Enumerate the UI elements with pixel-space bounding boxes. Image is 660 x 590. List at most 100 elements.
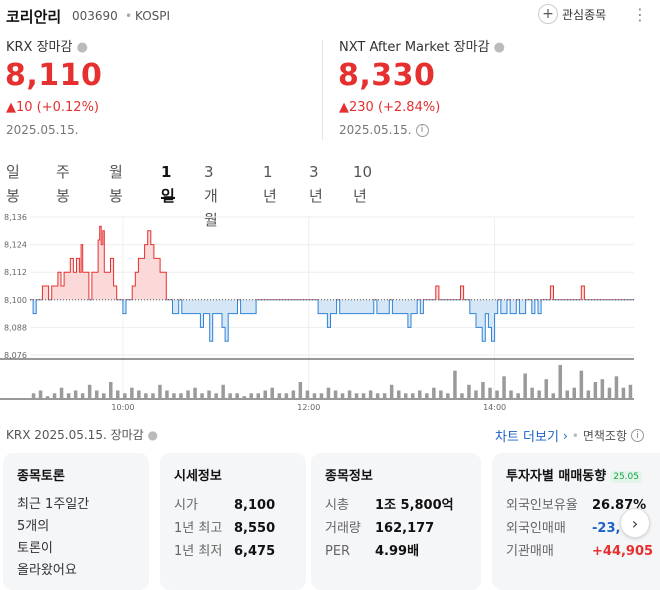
y-tick-label: 8,124 xyxy=(4,241,27,250)
x-tick-label: 12:00 xyxy=(297,403,320,410)
volume-bar xyxy=(481,382,485,399)
volume-bar xyxy=(80,393,85,399)
volume-bar xyxy=(565,390,569,399)
volume-bar xyxy=(579,370,584,399)
volume-bar xyxy=(495,390,499,399)
volume-bar xyxy=(530,387,534,399)
summary-cards: 종목토론 최근 1주일간 5개의 토론이 올라왔어요 시세정보 시가 8,100 … xyxy=(0,453,660,590)
volume-bar xyxy=(593,382,598,399)
volume-bar xyxy=(446,393,450,399)
volume-bar xyxy=(312,393,317,399)
nxt-label: NXT After Market 장마감 ● xyxy=(339,40,506,55)
volume-bar xyxy=(425,393,429,399)
volume-bar xyxy=(319,393,324,399)
row-key: 외국인보유율 xyxy=(506,498,578,513)
card-title: 시세정보 xyxy=(174,469,222,484)
chevron-right-icon: › xyxy=(631,513,639,533)
volume-bar xyxy=(537,390,541,399)
nxt-price: 8,330 xyxy=(338,58,436,93)
row-value: 162,177 xyxy=(375,521,435,536)
volume-bar xyxy=(607,387,612,399)
volume-bar xyxy=(158,384,162,399)
volume-bar xyxy=(298,382,303,399)
row-key: 외국인매매 xyxy=(506,521,566,536)
volume-bar xyxy=(305,390,310,399)
volume-bar xyxy=(558,365,562,399)
chart-more-link[interactable]: 차트 더보기 xyxy=(495,430,559,445)
volume-bar xyxy=(109,382,113,399)
volume-bar xyxy=(375,393,380,399)
discussion-line: 5개의 xyxy=(17,519,50,534)
tab-period[interactable]: 3년 xyxy=(309,163,323,205)
volume-bar xyxy=(621,387,626,399)
tab-period[interactable]: 1일 xyxy=(161,160,175,205)
stock-info-card[interactable]: 종목정보 시총 1조 5,800억 거래량 162,177 PER 4.99배 xyxy=(311,453,481,590)
volume-bar xyxy=(326,387,331,399)
volume-bar xyxy=(404,393,408,399)
volume-bar xyxy=(340,393,345,399)
footer-market-status: KRX 2025.05.15. 장마감 ● xyxy=(6,428,159,442)
volume-bar xyxy=(432,387,436,399)
volume-bar xyxy=(523,373,527,399)
volume-bar xyxy=(382,393,387,399)
info-icon[interactable]: i xyxy=(415,123,429,137)
stock-market: KOSPI xyxy=(135,9,171,23)
volume-bar xyxy=(544,379,548,399)
volume-bar xyxy=(242,396,246,399)
volume-bar xyxy=(397,390,401,399)
krx-change: ▲10 (+0.12%) xyxy=(6,100,100,115)
tab-period[interactable]: 일봉 xyxy=(6,163,20,205)
volume-bar xyxy=(333,390,338,399)
tab-period[interactable]: 3개월 xyxy=(204,163,218,229)
chevron-right-icon: › xyxy=(562,428,568,443)
next-card-button[interactable]: › xyxy=(620,508,650,538)
info-icon[interactable]: i xyxy=(631,429,644,442)
nxt-change: ▲230 (+2.84%) xyxy=(339,100,441,115)
chart-footer: KRX 2025.05.15. 장마감 ● 차트 더보기 › • 면책조항 i xyxy=(6,426,644,446)
volume-bar xyxy=(214,393,218,399)
volume-bar xyxy=(284,393,289,399)
volume-bar xyxy=(31,393,36,399)
row-key: 1년 최고 xyxy=(174,521,223,536)
down-area xyxy=(33,299,542,342)
volume-bar xyxy=(614,376,619,399)
volume-bar xyxy=(116,390,120,399)
volume-bar xyxy=(235,393,239,399)
investor-row: 외국인매매 -23, xyxy=(506,517,660,540)
row-value: 8,100 xyxy=(234,498,276,513)
stock-code: 003690 xyxy=(72,9,118,23)
separator-dot: • xyxy=(125,9,133,23)
y-tick-label: 8,112 xyxy=(4,268,27,277)
volume-bar xyxy=(628,384,633,399)
volume-bar xyxy=(291,390,296,399)
krx-price: 8,110 xyxy=(5,58,103,93)
volume-bar xyxy=(95,390,99,399)
tab-period[interactable]: 월봉 xyxy=(109,163,123,205)
x-tick-label: 10:00 xyxy=(111,403,134,410)
tab-period[interactable]: 10년 xyxy=(353,163,373,205)
row-value: 1조 5,800억 xyxy=(375,498,454,513)
row-key: PER xyxy=(325,544,351,559)
quote-row: 시가 8,100 xyxy=(174,494,292,517)
volume-bar xyxy=(600,379,605,399)
y-tick-label: 8,100 xyxy=(4,296,27,305)
volume-bar xyxy=(165,390,169,399)
plus-icon: + xyxy=(538,4,558,24)
volume-bar xyxy=(207,390,211,399)
price-line-down xyxy=(30,299,634,342)
quote-row: 1년 최저 6,475 xyxy=(174,540,292,563)
volume-bar xyxy=(179,393,183,399)
quote-info-card[interactable]: 시세정보 시가 8,100 1년 최고 8,550 1년 최저 6,475 xyxy=(160,453,306,590)
row-key: 시총 xyxy=(325,498,349,513)
discussion-card[interactable]: 종목토론 최근 1주일간 5개의 토론이 올라왔어요 xyxy=(3,453,149,590)
krx-quote: KRX 장마감 ● 8,110 ▲10 (+0.12%) 2025.05.15. xyxy=(5,36,102,137)
disclaimer-link[interactable]: 면책조항 xyxy=(582,429,627,443)
tab-period[interactable]: 1년 xyxy=(263,163,277,205)
volume-bar xyxy=(263,390,267,399)
more-vertical-icon[interactable]: ⋮ xyxy=(632,5,648,24)
row-value: 6,475 xyxy=(234,544,276,559)
volume-bar xyxy=(509,390,513,399)
tab-period[interactable]: 주봉 xyxy=(56,163,70,205)
add-favorite-button[interactable]: + 관심종목 xyxy=(538,4,606,24)
up-area xyxy=(30,226,634,300)
